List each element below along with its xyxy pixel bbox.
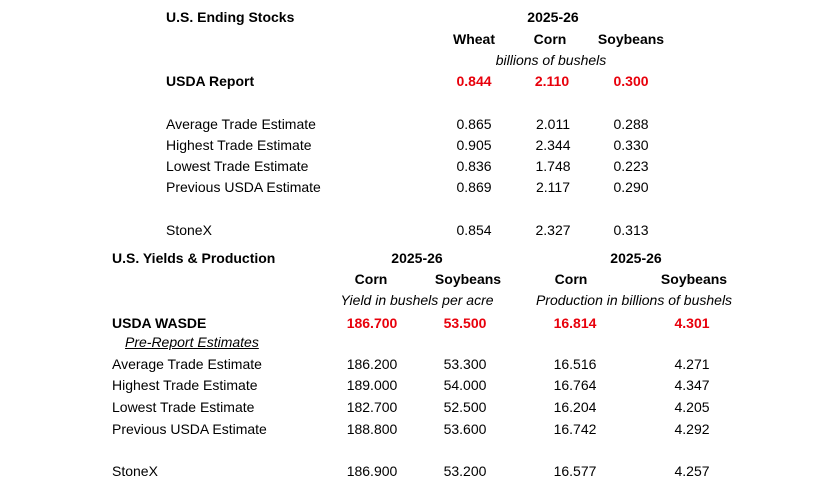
ending-row-value: 1.748 (535, 158, 571, 174)
yields-title: U.S. Yields & Production (112, 250, 276, 266)
ending-row-value: 2.117 (536, 179, 570, 195)
col-header-wheat: Wheat (453, 31, 495, 47)
yields-row-value: 4.271 (674, 356, 710, 372)
yields-stonex-value: 4.257 (674, 463, 710, 479)
usda-report-wheat: 0.844 (456, 73, 492, 89)
ending-year: 2025-26 (527, 9, 579, 25)
yields-row-label: Lowest Trade Estimate (112, 399, 255, 415)
usda-report-label: USDA Report (166, 73, 255, 89)
ending-stonex-label: StoneX (166, 222, 212, 238)
ending-row-value: 0.869 (456, 179, 492, 195)
yields-row-value: 4.205 (674, 399, 710, 415)
ending-row-value: 0.905 (456, 137, 492, 153)
usda-report-soybeans: 0.300 (613, 73, 649, 89)
ending-stonex-value: 2.327 (535, 222, 571, 238)
col-header-yield-corn: Corn (354, 271, 388, 287)
yields-stonex-value: 186.900 (346, 463, 398, 479)
ending-row-value: 0.288 (613, 116, 649, 132)
yields-row-value: 186.200 (346, 356, 398, 372)
ending-row-label: Lowest Trade Estimate (166, 158, 309, 174)
ending-row-value: 2.011 (536, 116, 570, 132)
ending-row-value: 0.836 (456, 158, 492, 174)
usda-wasde-yield-soybeans: 53.500 (443, 315, 487, 331)
yields-stonex-value: 16.577 (553, 463, 597, 479)
yields-row-value: 189.000 (346, 377, 398, 393)
ending-row-value: 0.223 (613, 158, 649, 174)
yields-year-left: 2025-26 (391, 250, 443, 266)
yields-row-value: 52.500 (443, 399, 487, 415)
ending-stonex-value: 0.854 (456, 222, 492, 238)
ending-row-label: Highest Trade Estimate (166, 137, 312, 153)
ending-row-label: Previous USDA Estimate (166, 179, 321, 195)
usda-wasde-prod-corn: 16.814 (553, 315, 597, 331)
yields-row-label: Average Trade Estimate (112, 356, 262, 372)
usda-wasde-label: USDA WASDE (112, 315, 207, 331)
yields-row-value: 4.292 (674, 421, 710, 437)
yields-row-value: 16.742 (553, 421, 597, 437)
yields-row-value: 16.516 (553, 356, 597, 372)
ending-row-value: 0.330 (613, 137, 649, 153)
ending-row-value: 2.344 (535, 137, 571, 153)
pre-report-estimates-label: Pre-Report Estimates (125, 334, 259, 350)
yields-unit-left: Yield in bushels per acre (340, 292, 494, 308)
col-header-prod-corn: Corn (554, 271, 588, 287)
yields-unit-right: Production in billions of bushels (535, 292, 733, 308)
ending-row-value: 0.290 (613, 179, 649, 195)
yields-row-value: 16.204 (553, 399, 597, 415)
yields-row-value: 16.764 (553, 377, 597, 393)
yields-row-label: Highest Trade Estimate (112, 377, 258, 393)
col-header-prod-soybeans: Soybeans (660, 271, 728, 287)
yields-row-label: Previous USDA Estimate (112, 421, 267, 437)
usda-wasde-prod-soybeans: 4.301 (674, 315, 710, 331)
ending-stocks-title: U.S. Ending Stocks (166, 9, 295, 25)
yields-row-value: 182.700 (346, 399, 398, 415)
col-header-yield-soybeans: Soybeans (434, 271, 502, 287)
col-header-corn: Corn (533, 31, 567, 47)
usda-wasde-yield-corn: 186.700 (346, 315, 398, 331)
ending-unit: billions of bushels (495, 52, 607, 68)
yields-stonex-value: 53.200 (443, 463, 487, 479)
yields-year-right: 2025-26 (610, 250, 662, 266)
ending-stonex-value: 0.313 (613, 222, 649, 238)
col-header-soybeans: Soybeans (597, 31, 665, 47)
ending-row-value: 0.865 (456, 116, 492, 132)
yields-row-value: 54.000 (443, 377, 487, 393)
yields-row-value: 188.800 (346, 421, 398, 437)
yields-row-value: 4.347 (674, 377, 710, 393)
ending-row-label: Average Trade Estimate (166, 116, 316, 132)
yields-row-value: 53.300 (443, 356, 487, 372)
yields-stonex-label: StoneX (112, 463, 158, 479)
usda-report-corn: 2.110 (534, 73, 570, 89)
yields-row-value: 53.600 (443, 421, 487, 437)
